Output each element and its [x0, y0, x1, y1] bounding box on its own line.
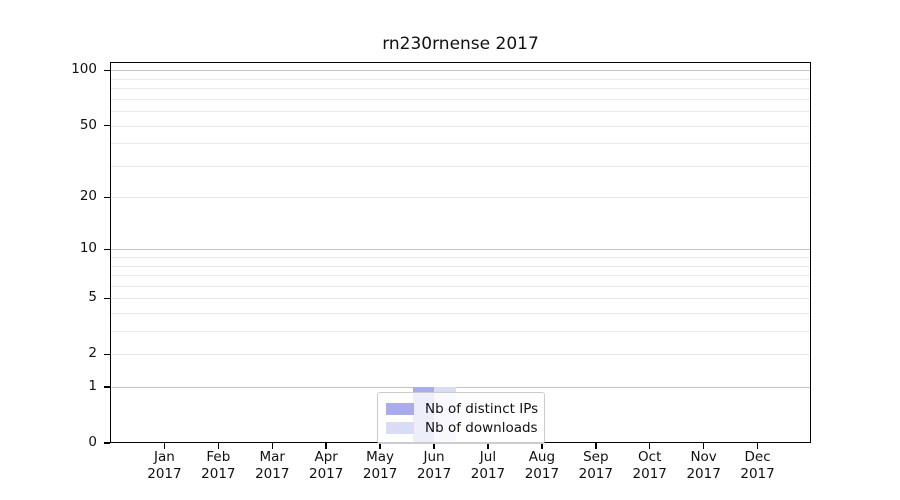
- y-tick-mark: [104, 442, 110, 444]
- minor-gridline: [110, 354, 811, 356]
- x-tick-label: Jun 2017: [416, 449, 452, 482]
- x-tick-mark: [595, 443, 597, 449]
- plot-area: Nb of distinct IPs Nb of downloads: [110, 62, 811, 444]
- y-tick-mark: [104, 69, 110, 72]
- y-tick-label: 50: [79, 116, 97, 133]
- minor-gridline: [110, 275, 811, 277]
- y-tick-mark: [104, 297, 110, 300]
- major-gridline: [110, 387, 811, 389]
- major-gridline: [110, 70, 811, 72]
- y-tick-label: 100: [71, 61, 97, 78]
- x-tick-mark: [379, 443, 381, 449]
- y-tick-label: 10: [79, 240, 97, 257]
- y-tick-label: 1: [88, 378, 97, 395]
- minor-gridline: [110, 331, 811, 333]
- x-tick-label: Aug 2017: [524, 449, 560, 482]
- minor-gridline: [110, 88, 811, 90]
- x-tick-mark: [163, 443, 166, 449]
- y-tick-mark: [104, 353, 110, 356]
- y-tick-mark: [104, 196, 110, 198]
- x-tick-mark: [325, 443, 327, 449]
- x-tick-label: Jan 2017: [147, 449, 182, 482]
- x-tick-label: Apr 2017: [309, 449, 344, 482]
- x-tick-mark: [433, 443, 435, 449]
- x-tick-label: Dec 2017: [740, 449, 775, 482]
- y-tick-label: 0: [88, 434, 97, 450]
- x-tick-label: Sep 2017: [578, 449, 613, 482]
- x-tick-label: Nov 2017: [686, 449, 721, 482]
- major-gridline: [110, 249, 811, 251]
- legend-label-downloads: Nb of downloads: [425, 419, 538, 436]
- x-tick-label: Feb 2017: [201, 449, 236, 482]
- y-tick-mark: [104, 124, 110, 127]
- x-tick-mark: [756, 443, 759, 449]
- legend-entry-distinct-ips: Nb of distinct IPs: [386, 399, 539, 418]
- x-tick-mark: [487, 443, 489, 449]
- y-tick-label: 5: [88, 289, 97, 306]
- x-tick-label: May 2017: [362, 449, 398, 482]
- minor-gridline: [110, 111, 811, 113]
- x-tick-mark: [541, 443, 543, 449]
- minor-gridline: [110, 298, 811, 300]
- legend-swatch-distinct-ips: [386, 402, 414, 415]
- x-tick-label: Oct 2017: [632, 449, 667, 482]
- x-tick-mark: [702, 443, 705, 449]
- y-tick-mark: [104, 386, 110, 388]
- legend: Nb of distinct IPs Nb of downloads: [377, 392, 545, 444]
- legend-entry-downloads: Nb of downloads: [386, 418, 538, 437]
- minor-gridline: [110, 197, 811, 199]
- minor-gridline: [110, 78, 811, 80]
- minor-gridline: [110, 143, 811, 145]
- legend-label-distinct-ips: Nb of distinct IPs: [425, 400, 539, 417]
- minor-gridline: [110, 313, 811, 315]
- minor-gridline: [110, 98, 811, 100]
- minor-gridline: [110, 165, 811, 167]
- x-tick-mark: [271, 443, 274, 449]
- y-tick-mark: [104, 248, 110, 251]
- y-tick-label: 20: [79, 188, 97, 205]
- x-tick-mark: [648, 443, 651, 449]
- minor-gridline: [110, 257, 811, 259]
- minor-gridline: [110, 285, 811, 287]
- x-tick-label: Mar 2017: [255, 449, 290, 482]
- axes-spines: [110, 62, 811, 443]
- chart-title: rn230rnense 2017: [382, 34, 539, 54]
- legend-swatch-downloads: [386, 421, 414, 434]
- x-tick-label: Jul 2017: [470, 449, 506, 482]
- x-tick-mark: [217, 443, 220, 449]
- minor-gridline: [110, 125, 811, 127]
- y-tick-label: 2: [88, 345, 97, 362]
- minor-gridline: [110, 265, 811, 267]
